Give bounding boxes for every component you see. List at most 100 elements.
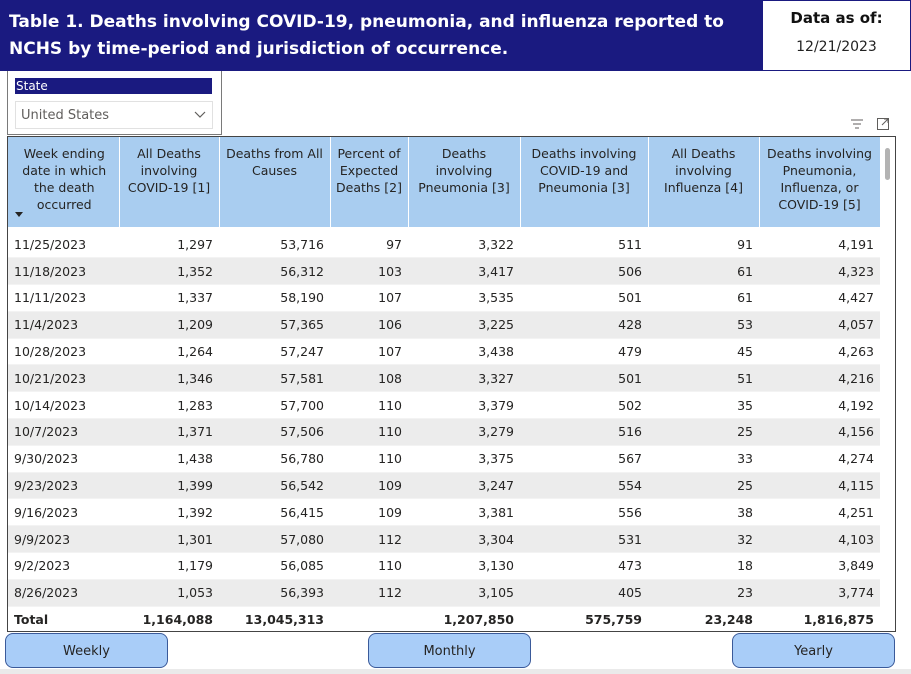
table-cell-date: 9/16/2023 (8, 498, 119, 527)
table-cell: 4,057 (759, 311, 880, 339)
table-cell: 4,103 (759, 525, 880, 554)
table-cell-date: 9/2/2023 (8, 552, 119, 580)
table-cell: 501 (520, 284, 648, 312)
column-header-influenza[interactable]: All Deaths involving Influenza [4] (648, 137, 760, 227)
table-cell: 3,535 (408, 284, 520, 312)
total-cell: 1,207,850 (408, 605, 520, 631)
yearly-button[interactable]: Yearly (732, 633, 895, 668)
table-cell-date: 9/9/2023 (8, 525, 119, 554)
table-cell: 110 (330, 418, 408, 446)
table-row: 11/25/2023 1,297 53,716 97 3,322 511 91 4,191 (8, 231, 880, 259)
table-cell: 1,346 (119, 364, 219, 393)
table-cell-date: 10/21/2023 (8, 364, 119, 393)
table-cell: 4,274 (759, 445, 880, 473)
table-cell: 502 (520, 391, 648, 420)
table-cell: 1,297 (119, 231, 219, 259)
table-cell: 3,304 (408, 525, 520, 554)
monthly-button[interactable]: Monthly (368, 633, 531, 668)
table-cell: 3,247 (408, 472, 520, 500)
table-cell-date: 11/18/2023 (8, 257, 119, 286)
table-cell: 1,371 (119, 418, 219, 446)
table-cell: 35 (648, 391, 759, 420)
table-cell: 110 (330, 445, 408, 473)
column-header-percent-expected[interactable]: Percent of Expected Deaths [2] (330, 137, 409, 227)
table-cell: 3,379 (408, 391, 520, 420)
table-cell: 3,322 (408, 231, 520, 259)
table-cell: 57,700 (219, 391, 330, 420)
visual-header-icons (848, 117, 894, 133)
table-cell: 3,130 (408, 552, 520, 580)
table-cell: 1,301 (119, 525, 219, 554)
table-cell: 103 (330, 257, 408, 286)
table-cell: 25 (648, 472, 759, 500)
table-cell: 53 (648, 311, 759, 339)
table-cell: 58,190 (219, 284, 330, 312)
table-cell-date: 11/4/2023 (8, 311, 119, 339)
state-dropdown[interactable]: United States (15, 101, 213, 129)
table-row: 9/16/2023 1,392 56,415 109 3,381 556 38 4,251 (8, 498, 880, 527)
table-cell: 567 (520, 445, 648, 473)
table-scrollbar[interactable] (885, 148, 890, 180)
table-cell: 4,216 (759, 364, 880, 393)
table-cell: 3,327 (408, 364, 520, 393)
table-cell: 56,415 (219, 498, 330, 527)
deaths-table: Week ending date in which the death occu… (8, 137, 881, 631)
table-cell: 3,417 (408, 257, 520, 286)
table-row: 8/26/2023 1,053 56,393 112 3,105 405 23 3,774 (8, 579, 880, 607)
table-cell: 1,209 (119, 311, 219, 339)
table-cell: 107 (330, 284, 408, 312)
chevron-down-icon (194, 111, 206, 118)
column-header-week-ending[interactable]: Week ending date in which the death occu… (8, 137, 120, 227)
table-cell: 107 (330, 338, 408, 366)
column-header-pic[interactable]: Deaths involving Pneumonia, Influenza, o… (759, 137, 881, 227)
table-cell: 1,399 (119, 472, 219, 500)
table-cell: 3,225 (408, 311, 520, 339)
table-cell: 106 (330, 311, 408, 339)
table-cell: 57,080 (219, 525, 330, 554)
focus-mode-icon[interactable] (876, 117, 890, 131)
column-header-covid-deaths[interactable]: All Deaths involving COVID-19 [1] (119, 137, 220, 227)
total-cell: Total (8, 605, 119, 631)
table-cell-date: 11/25/2023 (8, 231, 119, 259)
filter-icon[interactable] (850, 117, 864, 131)
table-cell: 56,780 (219, 445, 330, 473)
table-cell: 56,085 (219, 552, 330, 580)
table-cell: 57,581 (219, 364, 330, 393)
weekly-button[interactable]: Weekly (5, 633, 168, 668)
table-cell: 479 (520, 338, 648, 366)
table-cell: 3,279 (408, 418, 520, 446)
table-row: 9/23/2023 1,399 56,542 109 3,247 554 25 4,115 (8, 472, 880, 500)
state-slicer-label: State (15, 78, 212, 94)
table-cell: 3,381 (408, 498, 520, 527)
column-header-pneumonia[interactable]: Deaths involving Pneumonia [3] (408, 137, 521, 227)
state-dropdown-value: United States (21, 108, 110, 123)
table-cell: 4,251 (759, 498, 880, 527)
total-cell: 1,816,875 (759, 605, 880, 631)
table-cell: 56,542 (219, 472, 330, 500)
table-cell: 516 (520, 418, 648, 446)
table-row: 11/4/2023 1,209 57,365 106 3,225 428 53 4,057 (8, 311, 880, 339)
total-cell: 1,164,088 (119, 605, 219, 631)
table-cell: 1,264 (119, 338, 219, 366)
data-as-of-label: Data as of: (790, 9, 883, 27)
table-cell: 61 (648, 257, 759, 286)
total-cell (330, 605, 408, 631)
table-cell: 57,506 (219, 418, 330, 446)
sort-descending-icon (15, 212, 23, 217)
page-title: Table 1. Deaths involving COVID-19, pneu… (0, 0, 762, 71)
table-cell: 511 (520, 231, 648, 259)
table-row: 10/21/2023 1,346 57,581 108 3,327 501 51 4,216 (8, 364, 880, 393)
table-cell: 1,438 (119, 445, 219, 473)
table-cell: 61 (648, 284, 759, 312)
table-cell: 56,312 (219, 257, 330, 286)
column-header-covid-and-pneumonia[interactable]: Deaths involving COVID-19 and Pneumonia … (520, 137, 649, 227)
table-cell: 38 (648, 498, 759, 527)
table-cell: 3,774 (759, 579, 880, 607)
table-cell-date: 10/7/2023 (8, 418, 119, 446)
column-header-all-causes[interactable]: Deaths from All Causes (219, 137, 331, 227)
table-row: 11/18/2023 1,352 56,312 103 3,417 506 61 4,323 (8, 257, 880, 286)
table-cell: 1,179 (119, 552, 219, 580)
table-cell: 4,323 (759, 257, 880, 286)
table-cell: 57,365 (219, 311, 330, 339)
table-cell: 45 (648, 338, 759, 366)
